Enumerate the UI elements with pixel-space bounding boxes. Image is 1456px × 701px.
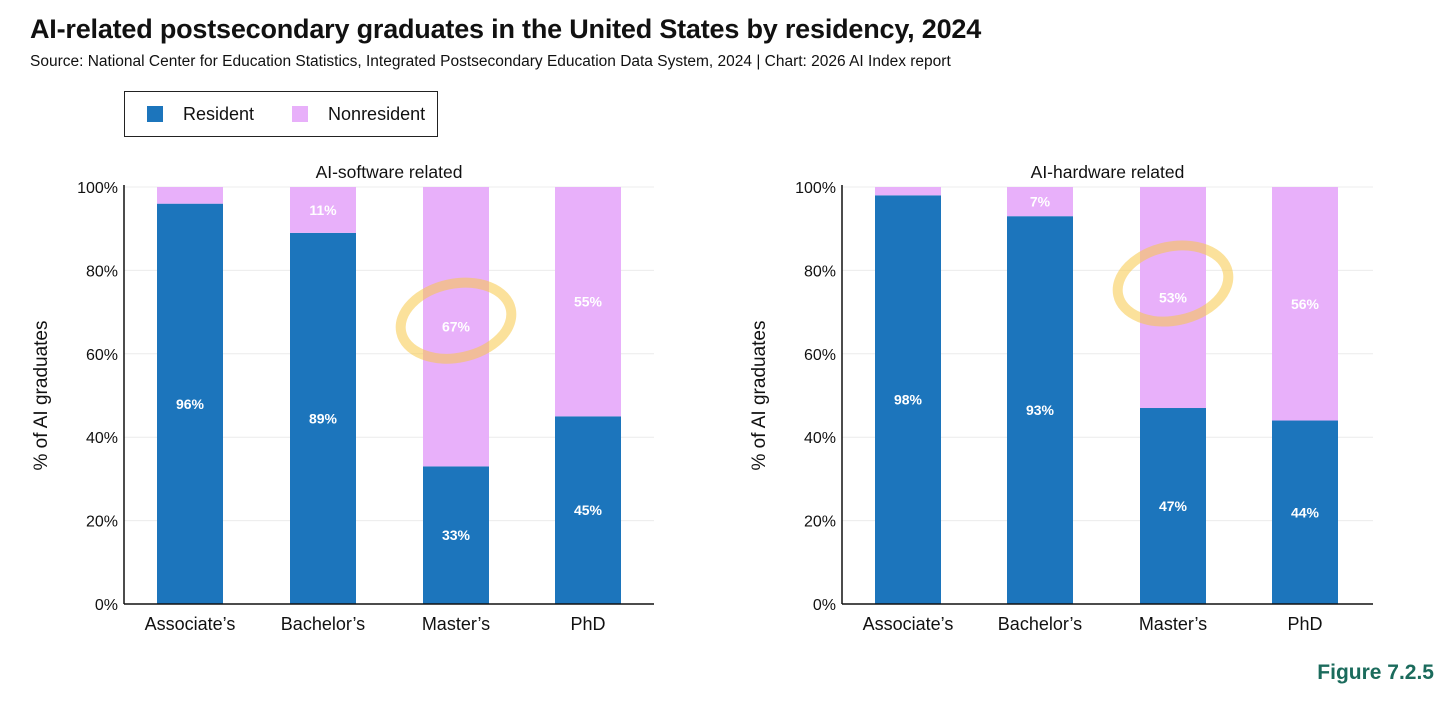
bar-nonresident-phd	[1272, 187, 1338, 421]
data-label-nonresident-master-s: 67%	[442, 319, 471, 335]
legend-swatch-nonresident	[292, 106, 309, 122]
data-label-resident-bachelor-s: 93%	[1026, 402, 1055, 418]
panel-title-hardware: AI-hardware related	[1031, 162, 1185, 182]
y-tick-label: 40%	[86, 430, 118, 447]
x-tick-label-associate-s: Associate’s	[145, 614, 236, 634]
x-tick-label-bachelor-s: Bachelor’s	[281, 614, 365, 634]
data-label-resident-phd: 45%	[574, 502, 603, 518]
x-tick-label-phd: PhD	[570, 614, 605, 634]
y-tick-label: 40%	[804, 430, 836, 447]
data-label-resident-master-s: 47%	[1159, 498, 1188, 514]
data-label-resident-phd: 44%	[1291, 504, 1320, 520]
chart-subtitle: Source: National Center for Education St…	[30, 53, 951, 70]
chart-title: AI-related postsecondary graduates in th…	[30, 14, 982, 44]
bar-resident-phd	[555, 416, 621, 604]
bar-resident-phd	[1272, 420, 1338, 604]
legend-label-resident: Resident	[183, 103, 255, 124]
y-tick-label: 20%	[86, 514, 118, 531]
x-tick-label-associate-s: Associate’s	[863, 614, 954, 634]
bar-nonresident-associate-s	[157, 187, 223, 204]
y-axis-label-hardware: % of AI graduates	[749, 321, 770, 471]
chart-panel-software: AI-software related 0% 20% 40% 60% 80% 100% % o…	[31, 162, 654, 634]
data-label-nonresident-bachelor-s: 11%	[309, 202, 337, 218]
legend-swatch-resident	[147, 106, 163, 122]
data-label-nonresident-phd: 56%	[1291, 296, 1320, 312]
figure-label: Figure 7.2.5	[1317, 661, 1434, 684]
y-tick-label: 20%	[804, 514, 836, 531]
y-tick-label: 100%	[77, 180, 118, 197]
legend-item-resident: Resident	[147, 104, 254, 125]
bar-nonresident-master-s	[423, 187, 489, 467]
bar-resident-master-s	[1140, 408, 1206, 604]
y-tick-label: 60%	[86, 347, 118, 364]
bar-resident-associate-s	[875, 195, 941, 604]
legend-label-nonresident: Nonresident	[328, 103, 426, 124]
bar-resident-associate-s	[157, 203, 223, 604]
bar-resident-bachelor-s	[290, 232, 356, 604]
y-tick-label: 0%	[813, 597, 836, 614]
x-tick-label-master-s: Master’s	[1139, 614, 1207, 634]
y-tick-label: 80%	[86, 263, 118, 280]
data-label-nonresident-phd: 55%	[574, 294, 603, 310]
bar-nonresident-phd	[555, 187, 621, 417]
data-label-nonresident-bachelor-s: 7%	[1030, 194, 1051, 210]
data-label-resident-associate-s: 98%	[894, 392, 923, 408]
y-tick-label: 0%	[95, 597, 118, 614]
bar-nonresident-bachelor-s	[1007, 187, 1073, 217]
y-tick-label: 60%	[804, 347, 836, 364]
bar-resident-bachelor-s	[1007, 216, 1073, 604]
y-axis-label-software: % of AI graduates	[31, 321, 52, 471]
bar-resident-master-s	[423, 466, 489, 604]
highlight-circle-hardware	[1112, 240, 1234, 327]
data-label-nonresident-master-s: 53%	[1159, 290, 1188, 306]
bar-nonresident-master-s	[1140, 187, 1206, 409]
legend-item-nonresident: Nonresident	[292, 104, 425, 125]
data-label-resident-associate-s: 96%	[176, 396, 205, 412]
data-label-resident-bachelor-s: 89%	[309, 410, 338, 426]
chart-panel-hardware: AI-hardware related 0% 20% 40% 60% 80% 100% % o…	[749, 162, 1373, 634]
bar-nonresident-bachelor-s	[290, 187, 356, 233]
y-tick-label: 100%	[795, 180, 836, 197]
x-tick-label-phd: PhD	[1287, 614, 1322, 634]
panel-title-software: AI-software related	[316, 162, 463, 182]
highlight-circle-software	[395, 277, 517, 364]
bar-nonresident-associate-s	[875, 187, 941, 196]
x-tick-label-master-s: Master’s	[422, 614, 490, 634]
data-label-resident-master-s: 33%	[442, 527, 471, 543]
x-tick-label-bachelor-s: Bachelor’s	[998, 614, 1082, 634]
legend: Resident Nonresident	[124, 91, 438, 137]
y-tick-label: 80%	[804, 263, 836, 280]
